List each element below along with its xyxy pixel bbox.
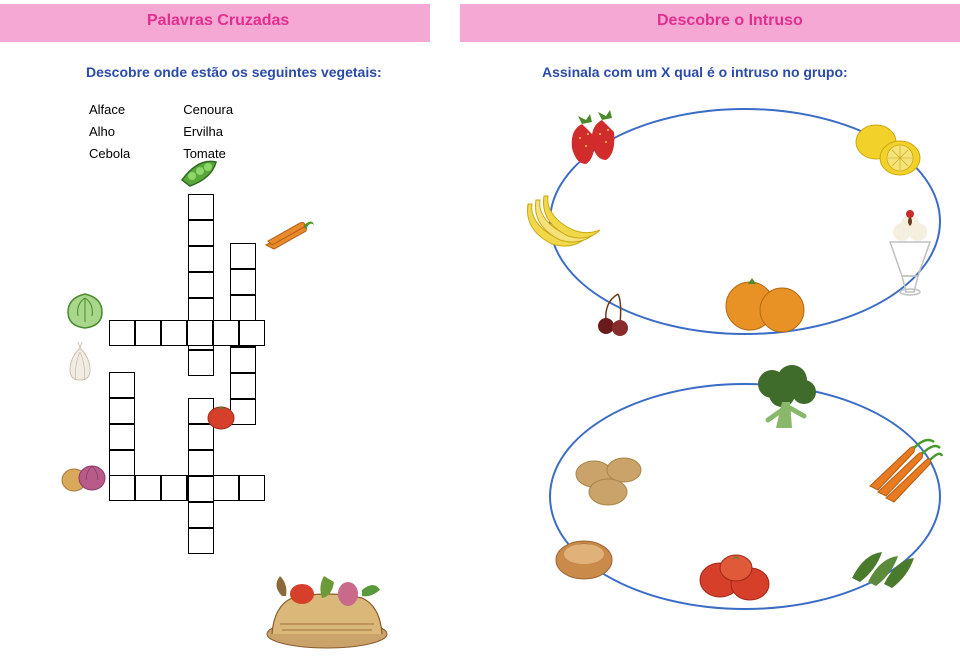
potatoes-icon[interactable] (566, 446, 656, 512)
title-intruder: Descobre o Intruso (657, 12, 803, 30)
crossword-cell[interactable] (187, 320, 213, 346)
crossword-cell[interactable] (188, 246, 214, 272)
word-alho: Alho (88, 122, 180, 142)
crossword-cell[interactable] (188, 476, 214, 502)
cherries-icon[interactable] (588, 288, 638, 338)
tomatoes-icon[interactable] (692, 546, 782, 608)
crossword-cell[interactable] (161, 475, 187, 501)
bananas-icon[interactable] (514, 190, 602, 254)
carrot-icon (260, 215, 316, 253)
word-cenoura: Cenoura (182, 100, 283, 120)
lemons-icon[interactable] (848, 116, 928, 182)
crossword-cell[interactable] (109, 398, 135, 424)
crossword-cell[interactable] (109, 424, 135, 450)
crossword-cell[interactable] (109, 372, 135, 398)
subtitle-crossword: Descobre onde estão os seguintes vegetai… (86, 64, 382, 80)
crossword-cell[interactable] (188, 350, 214, 376)
crossword-cell[interactable] (188, 502, 214, 528)
crossword-cell[interactable] (230, 243, 256, 269)
crossword-cell[interactable] (135, 320, 161, 346)
crossword-cell[interactable] (239, 320, 265, 346)
crossword-cell[interactable] (239, 475, 265, 501)
title-crossword: Palavras Cruzadas (147, 12, 289, 30)
crossword-cell[interactable] (213, 475, 239, 501)
oranges-icon[interactable] (720, 272, 810, 336)
crossword-cell[interactable] (188, 528, 214, 554)
garlic-icon (60, 340, 100, 384)
broccoli-icon[interactable] (746, 362, 824, 434)
peas-icon (178, 152, 220, 190)
bread-roll-icon[interactable] (548, 528, 620, 584)
crossword-cell[interactable] (230, 295, 256, 321)
crossword-cell[interactable] (135, 475, 161, 501)
onion-icon (58, 458, 108, 494)
spinach-icon[interactable] (840, 534, 926, 594)
crossword-cell[interactable] (109, 475, 135, 501)
vegetable-basket-icon (252, 546, 402, 656)
crossword-cell[interactable] (230, 347, 256, 373)
carrots-bunch-icon[interactable] (860, 428, 944, 504)
sundae-icon[interactable] (880, 206, 940, 296)
crossword-cell[interactable] (213, 320, 239, 346)
crossword-cell[interactable] (188, 220, 214, 246)
subtitle-intruder: Assinala com um X qual é o intruso no gr… (542, 64, 848, 80)
crossword-cell[interactable] (230, 373, 256, 399)
strawberries-icon[interactable] (558, 110, 630, 170)
lettuce-icon (62, 290, 108, 332)
crossword-cell[interactable] (230, 269, 256, 295)
tomato-hint-icon (204, 400, 238, 430)
crossword-cell[interactable] (188, 450, 214, 476)
crossword-cell[interactable] (109, 450, 135, 476)
crossword-cell[interactable] (161, 320, 187, 346)
word-alface: Alface (88, 100, 180, 120)
word-ervilha: Ervilha (182, 122, 283, 142)
word-cebola: Cebola (88, 144, 180, 164)
crossword-cell[interactable] (109, 320, 135, 346)
crossword-cell[interactable] (188, 272, 214, 298)
crossword-cell[interactable] (188, 194, 214, 220)
